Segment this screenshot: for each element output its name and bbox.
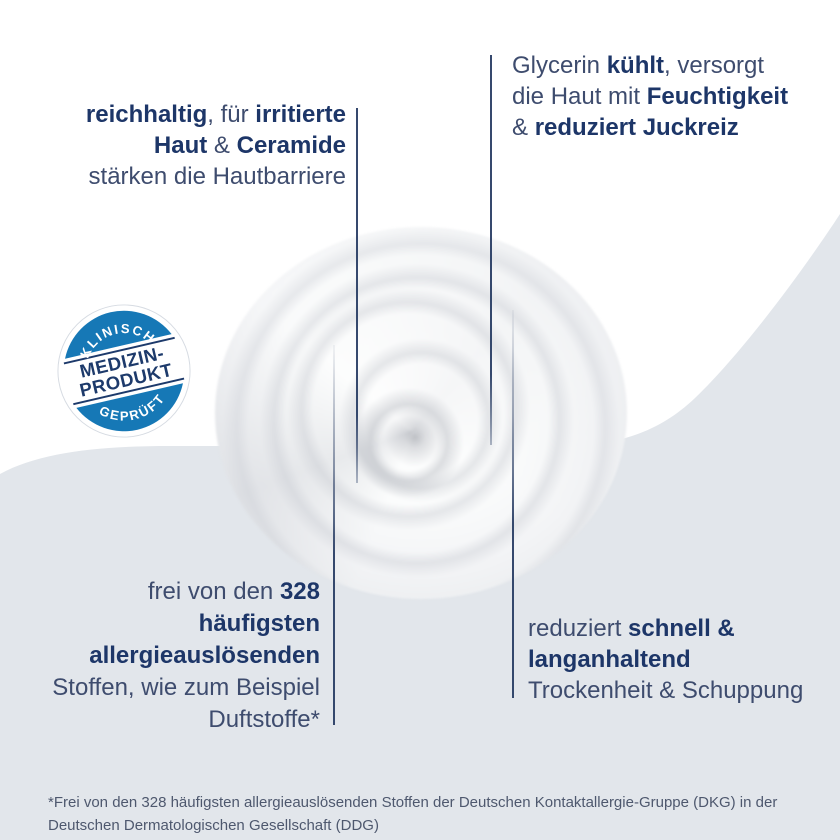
text-segment-bold: kühlt: [606, 52, 665, 79]
cream-swirl-image: [215, 227, 627, 599]
text-segment-bold: reichhaltig: [85, 101, 208, 128]
text-segment-bold: irritierte: [255, 101, 346, 128]
callout-text-line: reichhaltig, für irritierte: [30, 99, 346, 130]
badge-separator-bottom: [73, 377, 185, 406]
text-segment: die Haut mit: [512, 83, 647, 110]
text-segment-bold: Haut: [153, 132, 208, 159]
text-segment: reduziert: [528, 615, 629, 642]
text-segment: frei von den: [147, 578, 280, 605]
text-segment: Trockenheit & Schuppung: [528, 677, 804, 704]
connector-line-bottom-left: [333, 345, 335, 725]
badge-separator-top: [63, 336, 175, 365]
connector-line-top-left: [356, 108, 358, 483]
footnote-line2: Deutschen Dermatologischen Gesellschaft …: [48, 817, 379, 834]
text-segment-bold: langanhaltend: [528, 646, 691, 673]
callout-text-line: Duftstoffe*: [20, 704, 320, 736]
text-segment-bold: häufigsten: [198, 610, 320, 637]
text-segment: Glycerin: [512, 52, 607, 79]
text-segment: &: [207, 132, 237, 159]
text-segment: , versorgt: [664, 52, 765, 79]
callout-text-line: stärken die Hautbarriere: [30, 161, 346, 192]
text-segment-bold: schnell &: [628, 615, 735, 642]
callout-text-line: langanhaltend: [528, 644, 828, 675]
badge-top-arc: [65, 310, 172, 359]
callout-text-line: Glycerin kühlt, versorgt: [512, 50, 824, 81]
callout-text-line: häufigsten: [20, 608, 320, 640]
connector-line-top-right: [490, 55, 492, 445]
text-segment: &: [512, 114, 535, 141]
callout-text-line: die Haut mit Feuchtigkeit: [512, 81, 824, 112]
connector-line-bottom-right: [512, 310, 514, 698]
callout-text-line: Haut & Ceramide: [30, 130, 346, 161]
text-segment-bold: reduziert Juckreiz: [534, 114, 739, 141]
text-segment-bold: Feuchtigkeit: [646, 83, 789, 110]
footnote: *Frei von den 328 häufigsten allergieaus…: [48, 791, 808, 837]
footnote-line1: *Frei von den 328 häufigsten allergieaus…: [48, 794, 778, 811]
callout-text-line: frei von den 328: [20, 576, 320, 608]
callout-top-right: Glycerin kühlt, versorgt die Haut mit Fe…: [512, 50, 824, 143]
text-segment-bold: 328: [279, 578, 320, 605]
text-segment: , für: [207, 101, 256, 128]
text-segment-bold: Ceramide: [236, 132, 346, 159]
callout-text-line: Stoffen, wie zum Beispiel: [20, 672, 320, 704]
callout-text-line: & reduziert Juckreiz: [512, 112, 824, 143]
text-segment: Stoffen, wie zum Beispiel: [52, 674, 320, 701]
badge-bottom-arc: [76, 383, 183, 432]
text-segment: Duftstoffe*: [208, 706, 320, 733]
callout-bottom-right: reduziert schnell & langanhaltend Trocke…: [528, 613, 828, 706]
clinical-seal-badge: KLINISCH GEPRÜFT MEDIZIN- PRODUKT: [57, 304, 191, 438]
callout-text-line: allergieauslösenden: [20, 640, 320, 672]
text-segment: stärken die Hautbarriere: [88, 163, 346, 190]
callout-bottom-left: frei von den 328 häufigsten allergieausl…: [20, 576, 320, 736]
callout-text-line: reduziert schnell &: [528, 613, 828, 644]
callout-text-line: Trockenheit & Schuppung: [528, 675, 828, 706]
callout-top-left: reichhaltig, für irritierte Haut & Ceram…: [30, 99, 346, 192]
text-segment-bold: allergieauslösenden: [89, 642, 320, 669]
